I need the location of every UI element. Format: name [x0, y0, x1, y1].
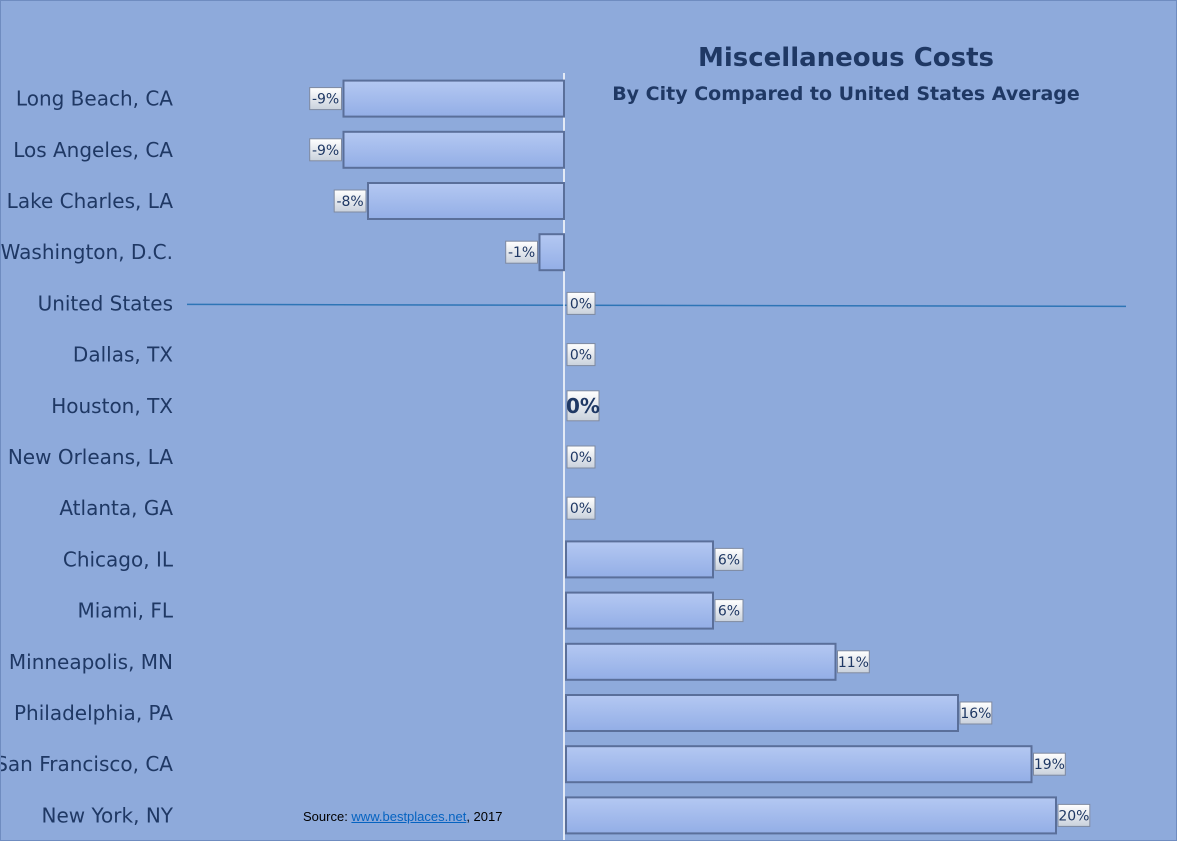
value-label-box-new-york-ny: [1057, 803, 1091, 827]
bar-washington-d-c: [538, 233, 565, 272]
value-label-houston-tx: 0%: [566, 394, 600, 418]
bar-san-francisco-ca: [565, 745, 1033, 784]
value-label-miami-fl: 6%: [718, 604, 740, 620]
source-link[interactable]: www.bestplaces.net: [351, 809, 467, 824]
chart-subtitle: By City Compared to United States Averag…: [612, 83, 1080, 105]
value-label-box-long-beach-ca: [309, 87, 343, 111]
source-prefix: Source:: [303, 809, 352, 824]
category-label-atlanta-ga: Atlanta, GA: [59, 496, 173, 520]
value-label-chicago-il: 6%: [718, 552, 740, 568]
value-label-philadelphia-pa: 16%: [960, 706, 991, 722]
category-label-new-orleans-la: New Orleans, LA: [8, 445, 173, 469]
value-label-los-angeles-ca: -9%: [312, 143, 339, 159]
category-label-dallas-tx: Dallas, TX: [73, 343, 173, 367]
value-label-box-minneapolis-mn: [837, 650, 870, 674]
value-label-box-atlanta-ga: [566, 496, 596, 520]
category-label-miami-fl: Miami, FL: [78, 599, 174, 623]
value-label-box-chicago-il: [714, 547, 744, 571]
value-label-long-beach-ca: -9%: [312, 92, 339, 108]
value-label-box-philadelphia-pa: [959, 701, 993, 725]
chart-title: Miscellaneous Costs: [697, 43, 995, 73]
value-label-new-orleans-la: 0%: [570, 450, 592, 466]
value-label-atlanta-ga: 0%: [570, 501, 592, 517]
value-label-united-states: 0%: [570, 296, 592, 312]
value-label-box-houston-tx: [566, 390, 600, 422]
value-label-minneapolis-mn: 11%: [838, 655, 869, 671]
value-label-washington-d-c: -1%: [508, 245, 535, 261]
category-label-long-beach-ca: Long Beach, CA: [16, 87, 173, 111]
value-label-dallas-tx: 0%: [570, 348, 592, 364]
category-label-philadelphia-pa: Philadelphia, PA: [14, 701, 173, 725]
category-label-los-angeles-ca: Los Angeles, CA: [13, 138, 173, 162]
reference-line: [186, 303, 1127, 308]
bar-philadelphia-pa: [565, 694, 959, 732]
category-label-united-states: United States: [38, 291, 173, 315]
value-label-box-new-orleans-la: [566, 445, 596, 469]
category-label-san-francisco-ca: San Francisco, CA: [1, 752, 173, 776]
value-label-box-san-francisco-ca: [1033, 752, 1066, 776]
bar-long-beach-ca: [342, 79, 565, 118]
bar-lake-charles-la: [367, 182, 565, 220]
value-label-box-miami-fl: [714, 599, 744, 623]
category-label-washington-d-c: Washington, D.C.: [1, 240, 173, 264]
category-label-lake-charles-la: Lake Charles, LA: [7, 189, 174, 213]
bar-new-york-ny: [565, 796, 1057, 835]
bar-chicago-il: [565, 540, 714, 579]
bar-miami-fl: [565, 591, 714, 630]
value-label-box-washington-d-c: [505, 240, 539, 264]
value-label-san-francisco-ca: 19%: [1034, 757, 1065, 773]
source-suffix: , 2017: [466, 809, 503, 824]
value-label-new-york-ny: 20%: [1058, 808, 1089, 824]
source-note: Source: www.bestplaces.net, 2017: [303, 809, 502, 824]
category-label-minneapolis-mn: Minneapolis, MN: [9, 650, 173, 674]
bar-minneapolis-mn: [565, 642, 837, 681]
bar-los-angeles-ca: [342, 130, 565, 169]
category-label-new-york-ny: New York, NY: [42, 803, 174, 827]
value-label-lake-charles-la: -8%: [336, 194, 363, 210]
value-label-box-lake-charles-la: [333, 189, 367, 213]
value-label-box-united-states: [566, 291, 596, 315]
category-label-chicago-il: Chicago, IL: [63, 547, 174, 571]
value-label-box-dallas-tx: [566, 343, 596, 367]
value-label-box-los-angeles-ca: [309, 138, 343, 162]
category-label-houston-tx: Houston, TX: [51, 394, 173, 418]
